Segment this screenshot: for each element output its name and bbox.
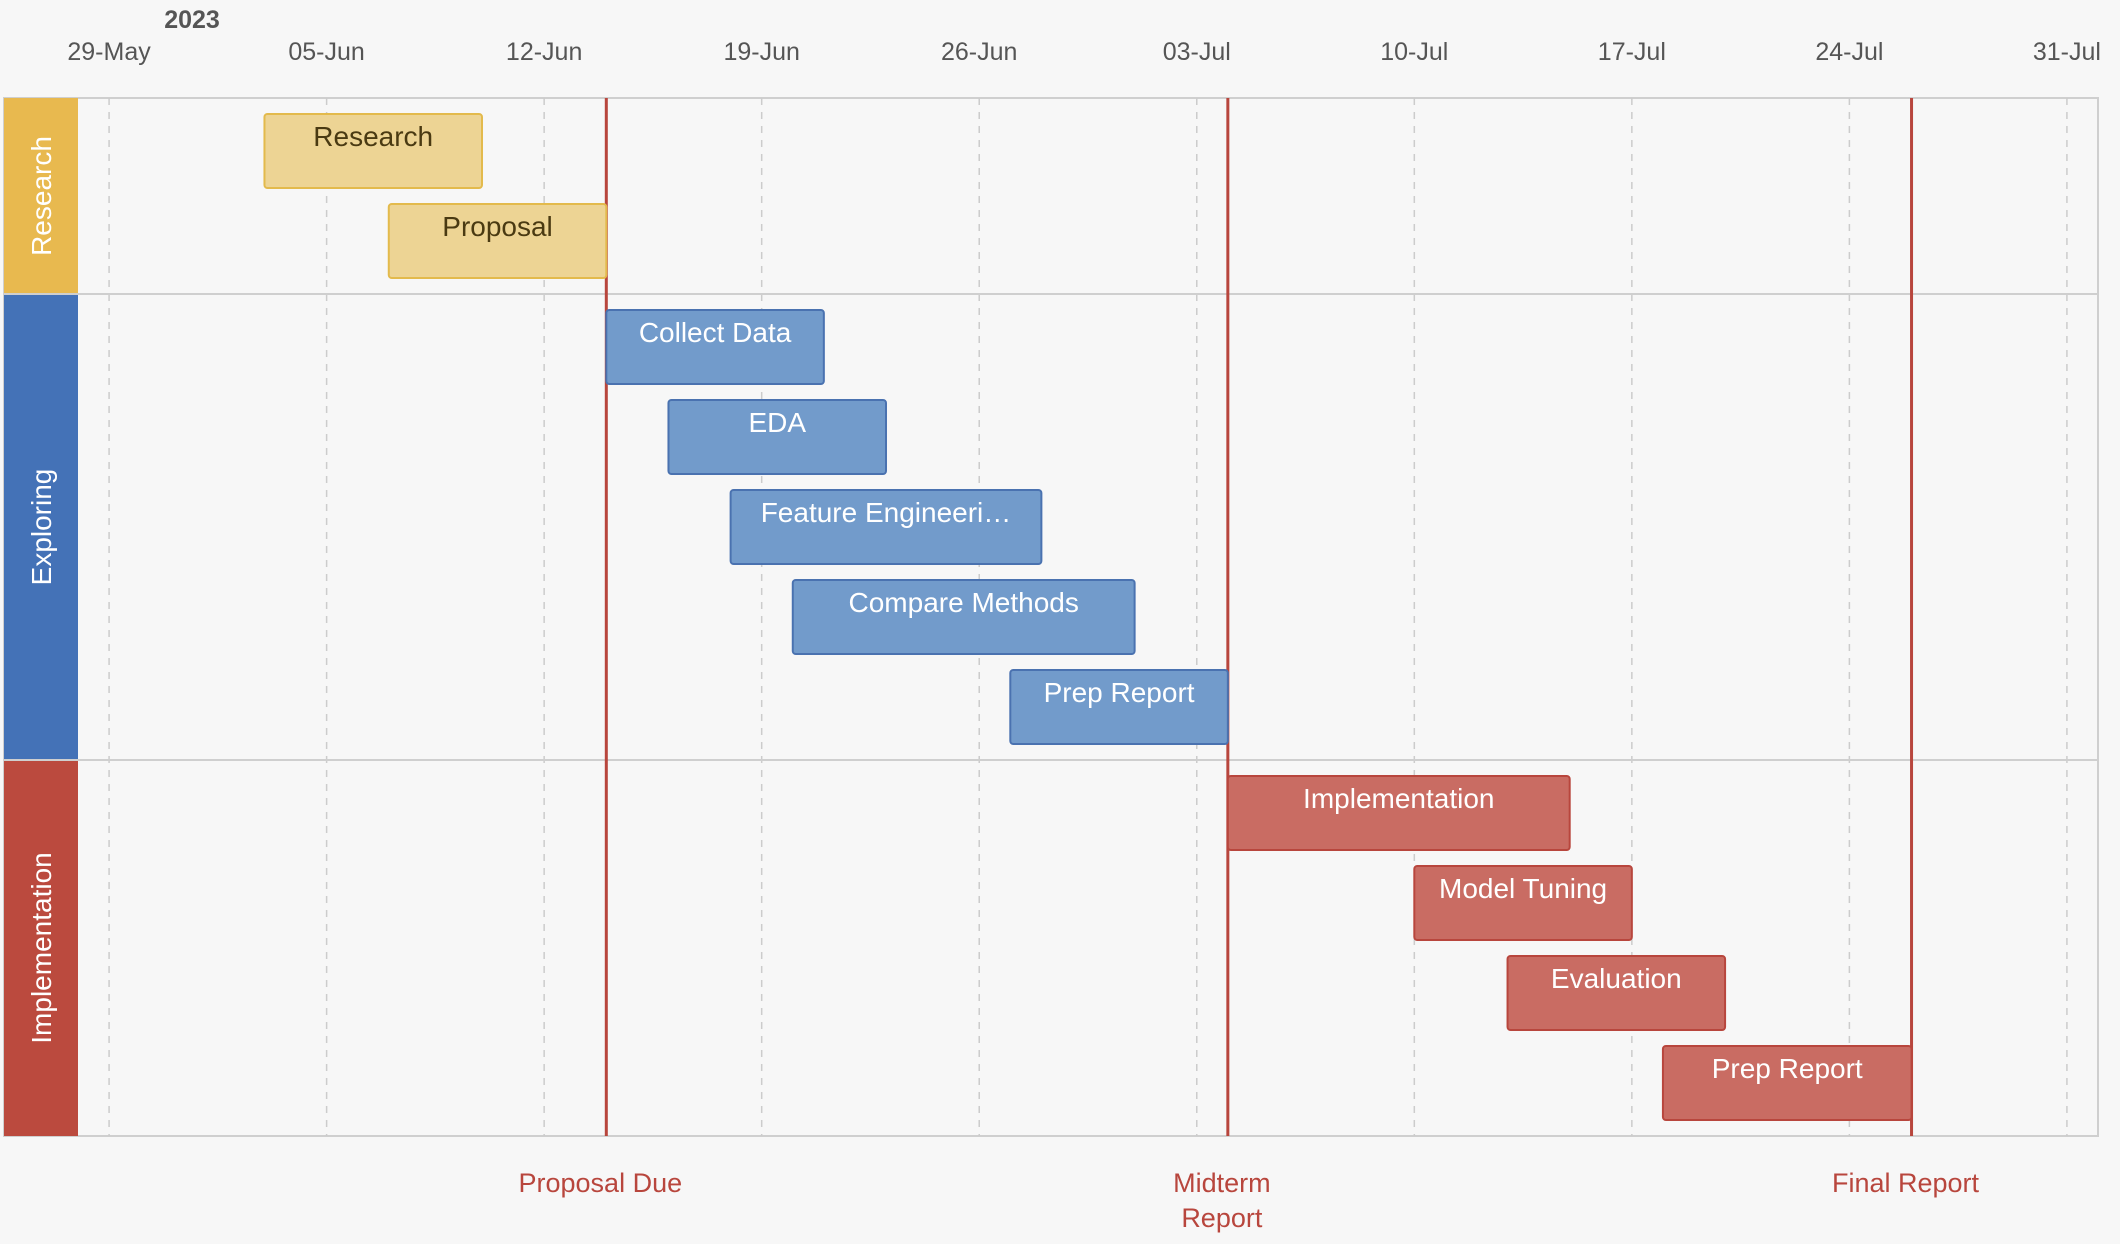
task-bar <box>387 203 608 279</box>
task-label: Evaluation <box>1551 963 1682 994</box>
milestone-label: Final Report <box>1832 1168 1980 1198</box>
lane-label: Research <box>26 136 57 256</box>
task-bar <box>791 579 1136 655</box>
x-tick-label: 19-Jun <box>723 38 799 66</box>
task-bar <box>1506 955 1727 1031</box>
task-bar <box>1661 1045 1913 1121</box>
task-bar <box>263 113 484 189</box>
lane-label-box <box>4 98 78 294</box>
task-label: Research <box>313 121 433 152</box>
x-tick-label: 12-Jun <box>506 38 582 66</box>
year-label: 2023 <box>164 6 220 34</box>
milestone-label: Report <box>1181 1203 1263 1233</box>
x-tick-label: 24-Jul <box>1815 38 1883 66</box>
lane-label-box <box>4 294 78 760</box>
x-tick-label: 29-May <box>67 38 151 66</box>
x-tick-label: 03-Jul <box>1163 38 1231 66</box>
x-tick-label: 05-Jun <box>288 38 364 66</box>
x-tick-label: 26-Jun <box>941 38 1017 66</box>
task-label: Implementation <box>1303 783 1494 814</box>
x-tick-label: 31-Jul <box>2033 38 2101 66</box>
milestone-labels: Proposal Due Midterm Report Final Report <box>519 1168 1980 1233</box>
milestone-label: Proposal Due <box>519 1168 683 1198</box>
task-label: Feature Engineeri… <box>761 497 1012 528</box>
task-label: Proposal <box>442 211 553 242</box>
task-bar <box>1413 865 1633 941</box>
swimlanes: Research Exploring Implementation <box>4 98 2098 1136</box>
task-bar <box>729 489 1043 565</box>
x-tick-label: 17-Jul <box>1598 38 1666 66</box>
task-label: Prep Report <box>1712 1053 1863 1084</box>
task-bar <box>1226 775 1571 851</box>
task-label: Collect Data <box>639 317 792 348</box>
lane-label: Exploring <box>26 469 57 586</box>
milestone-label: Midterm <box>1173 1168 1271 1198</box>
task-bar <box>605 309 825 385</box>
task-label: Prep Report <box>1044 677 1195 708</box>
task-bar <box>667 399 888 475</box>
lane-label: Implementation <box>26 852 57 1043</box>
task-label: Compare Methods <box>849 587 1079 618</box>
task-label: Model Tuning <box>1439 873 1607 904</box>
task-bars: Research Proposal Collect Data EDA Feature E… <box>263 113 1913 1121</box>
task-bar <box>1009 669 1229 745</box>
task-label: EDA <box>748 407 806 438</box>
lane-label-box <box>4 760 78 1136</box>
x-tick-label: 10-Jul <box>1380 38 1448 66</box>
x-axis-ticks: 29-May 05-Jun 12-Jun 19-Jun 26-Jun 03-Jul 10-J… <box>67 38 2101 66</box>
